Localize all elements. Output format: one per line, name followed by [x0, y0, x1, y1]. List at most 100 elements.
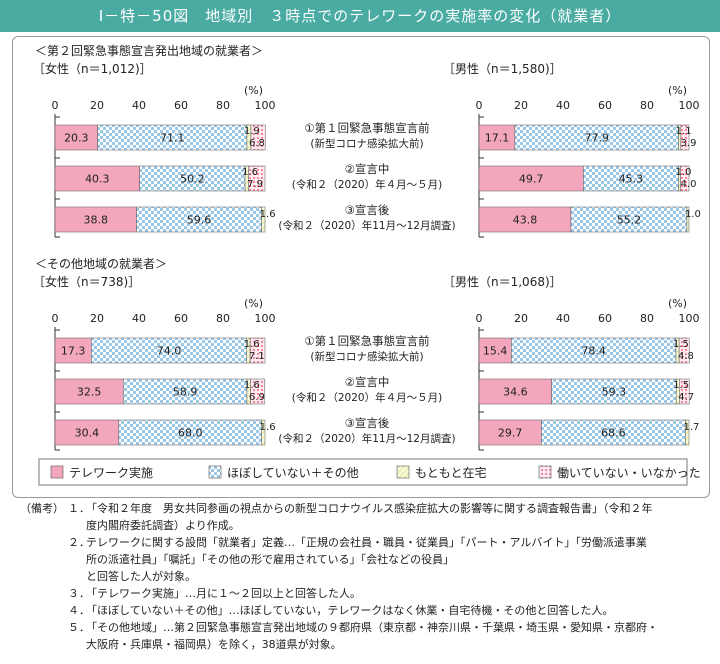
- note-number: ４．: [68, 604, 90, 617]
- bar-segment-motomoto: [686, 206, 690, 233]
- bar-segment-telework: [54, 337, 92, 364]
- note-text: 「テレワーク実施」…月に１～２回以上と回答した人。: [86, 587, 361, 600]
- data-label: 59.6: [187, 214, 212, 227]
- x-tick-label: 80: [640, 99, 654, 112]
- category-label: (新型コロナ感染拡大前): [310, 350, 423, 363]
- category-label: ②宣言中: [345, 375, 390, 389]
- section-heading: ＜その他地域の就業者＞: [35, 257, 167, 271]
- data-label: 1.0: [676, 167, 692, 178]
- bar-segment-telework: [478, 337, 512, 364]
- panel-label: ［女性（n＝1,012)］: [33, 61, 152, 76]
- data-label: 32.5: [77, 386, 102, 399]
- data-label: 38.8: [83, 214, 108, 227]
- data-label: 1.6: [242, 167, 258, 178]
- data-label: 68.0: [178, 427, 203, 440]
- x-tick-label: 0: [52, 312, 59, 325]
- x-tick-label: 40: [132, 99, 146, 112]
- category-label: ①第１回緊急事態宣言前: [304, 121, 429, 135]
- x-tick-label: 80: [216, 99, 230, 112]
- data-label: 30.4: [75, 427, 100, 440]
- note-text: と回答した人が対象。: [86, 570, 196, 583]
- bar-segment-telework: [478, 378, 552, 405]
- data-label: 7.9: [247, 179, 263, 190]
- note-text: 度内閣府委託調査）より作成。: [86, 519, 240, 532]
- note-number: ２．: [68, 536, 90, 549]
- note-line: ２． テレワークに関する設問「就業者」定義…「正規の会社員・職員・従業員」「パート…: [20, 534, 710, 551]
- legend-label: ほぼしていない＋その他: [227, 466, 359, 480]
- data-label: 43.8: [513, 214, 538, 227]
- x-tick-label: 20: [514, 99, 528, 112]
- bar-segment-hobo: [136, 206, 262, 233]
- data-label: 1.6: [244, 380, 260, 391]
- bar-segment-hataraite: [250, 378, 266, 405]
- category-label: ③宣言後: [345, 416, 390, 430]
- percent-unit: (%): [244, 297, 263, 310]
- percent-unit: (%): [244, 84, 263, 97]
- category-label: (新型コロナ感染拡大前): [310, 137, 423, 150]
- note-text: 「令和２年度 男女共同参画の視点からの新型コロナウイルス感染症拡大の影響等に関す…: [86, 502, 653, 515]
- bar-segment-telework: [478, 165, 584, 192]
- note-label: （備考）: [20, 502, 64, 515]
- bar-segment-motomoto: [261, 419, 266, 446]
- note-number: ３．: [68, 587, 90, 600]
- x-tick-label: 60: [174, 99, 188, 112]
- x-tick-label: 40: [556, 99, 570, 112]
- x-tick-label: 0: [476, 312, 483, 325]
- legend-label: 働いていない・いなかった: [557, 466, 701, 480]
- data-label: 4.8: [678, 351, 694, 362]
- data-label: 59.3: [602, 386, 627, 399]
- note-line: ４． 「ほぼしていない＋その他」…ほぼしていない，テレワークはなく休業・自宅待機・…: [20, 602, 710, 619]
- data-label: 1.7: [683, 422, 699, 433]
- bar-segment-hobo: [139, 165, 246, 192]
- bar-segment-hataraite: [680, 165, 690, 192]
- bar-segment-hataraite: [250, 124, 266, 151]
- x-tick-label: 20: [514, 312, 528, 325]
- note-line: 所の派遣社員」「嘱託」「その他の形で雇用されている」「会社などの役員」: [20, 551, 710, 568]
- bar-segment-telework: [54, 124, 98, 151]
- data-label: 1.6: [260, 422, 276, 433]
- data-label: 49.7: [519, 173, 544, 186]
- note-label: [20, 585, 68, 602]
- stacked-bar-chart: ＜第２回緊急事態宣言発出地域の就業者＞ ［女性（n＝1,012)］ (%) 0 20 40…: [33, 43, 701, 486]
- data-label: 1.0: [685, 209, 701, 220]
- data-label: 7.1: [249, 351, 265, 362]
- category-label: (令和２（2020）年11月～12月調査): [278, 432, 455, 445]
- percent-unit: (%): [668, 297, 687, 310]
- section-heading: ＜第２回緊急事態宣言発出地域の就業者＞: [35, 43, 263, 58]
- category-label: (令和２（2020）年４月～５月): [292, 391, 442, 404]
- category-label: (令和２（2020）年４月～５月): [292, 178, 442, 191]
- data-label: 20.3: [64, 132, 89, 145]
- notes: （備考） １． 「令和２年度 男女共同参画の視点からの新型コロナウイルス感染症拡大の…: [20, 500, 710, 653]
- data-label: 17.3: [61, 345, 86, 358]
- panel-label: ［男性（n＝1,580)］: [443, 62, 562, 76]
- note-label: [20, 602, 68, 619]
- data-label: 1.9: [244, 126, 260, 137]
- data-label: 4.0: [681, 179, 697, 190]
- data-label: 68.6: [601, 427, 626, 440]
- panel-label: ［女性（n＝738)］: [33, 274, 140, 289]
- bar-segment-hataraite: [679, 378, 690, 405]
- bar-segment-hobo: [570, 206, 688, 233]
- x-tick-label: 60: [598, 99, 612, 112]
- category-label: ③宣言後: [345, 203, 390, 217]
- note-text: 所の派遣社員」「嘱託」「その他の形で雇用されている」「会社などの役員」: [86, 553, 455, 566]
- legend-swatch-motomoto: [396, 465, 410, 479]
- figure-title: Ⅰ－特－50図 地域別 ３時点でのテレワークの実施率の変化（就業者）: [0, 0, 720, 32]
- legend-label: もともと在宅: [415, 465, 487, 480]
- bar-segment-hobo: [514, 124, 679, 151]
- bar-segment-telework: [54, 206, 137, 233]
- note-line: 大阪府・兵庫県・福岡県）を除く，38道県が対象。: [20, 636, 710, 653]
- x-tick-label: 60: [598, 312, 612, 325]
- bar-segment-hobo: [583, 165, 679, 192]
- x-tick-label: 40: [132, 312, 146, 325]
- bar-segment-hobo: [118, 419, 262, 446]
- legend-box: [38, 458, 688, 486]
- data-label: 1.5: [673, 339, 689, 350]
- x-tick-label: 100: [255, 99, 276, 112]
- note-label: [20, 534, 68, 551]
- note-label: [20, 619, 68, 636]
- data-label: 1.6: [244, 339, 260, 350]
- x-tick-label: 0: [52, 99, 59, 112]
- bar-segment-hataraite: [678, 337, 690, 364]
- data-label: 1.1: [676, 126, 692, 137]
